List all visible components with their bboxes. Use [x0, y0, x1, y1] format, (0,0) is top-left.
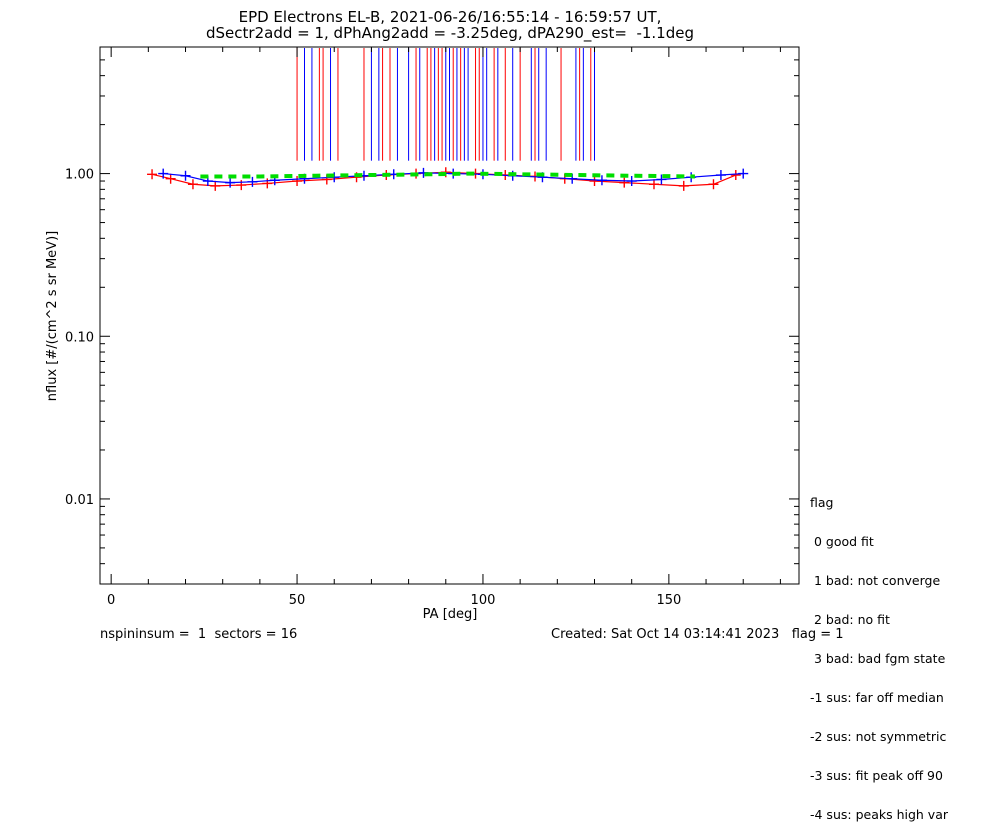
- legend-item: -4 sus: peaks high var: [810, 807, 949, 822]
- legend-item: 0 good fit: [810, 534, 874, 549]
- data-point-blue: [715, 170, 726, 181]
- data-point-blue: [596, 175, 607, 186]
- chart-title-line-2: dSectr2add = 1, dPhAng2add = -3.25deg, d…: [206, 24, 694, 42]
- data-point-blue: [626, 176, 637, 187]
- plot-frame: [99, 46, 800, 585]
- data-point-red: [589, 176, 600, 187]
- error-bars-layer: [296, 48, 596, 161]
- flag-legend: flag 0 good fit 1 bad: not converge 2 ba…: [810, 470, 948, 834]
- data-point-blue: [158, 168, 169, 179]
- data-point-red: [648, 179, 659, 190]
- y-axis-label: nflux [#/(cm^2 s sr MeV)]: [45, 231, 60, 401]
- fit-layer: [200, 171, 695, 179]
- data-point-red: [262, 178, 273, 189]
- chart-title-line-1: EPD Electrons EL-B, 2021-06-26/16:55:14 …: [238, 8, 662, 26]
- footer-spin-info: nspininsum = 1 sectors = 16: [100, 627, 298, 642]
- x-axis-label: PA [deg]: [423, 607, 478, 622]
- x-tick-label: 0: [107, 593, 115, 608]
- data-point-red: [210, 180, 221, 191]
- legend-item: 2 bad: no fit: [810, 612, 890, 627]
- data-point-red: [187, 179, 198, 190]
- data-point-blue: [180, 170, 191, 181]
- data-point-blue: [656, 174, 667, 185]
- series-line-blue: [163, 172, 744, 184]
- fit-curve: [200, 171, 695, 179]
- legend-item: -3 sus: fit peak off 90: [810, 768, 943, 783]
- legend-item: 3 bad: bad fgm state: [810, 651, 946, 666]
- x-tick-label: 50: [289, 593, 306, 608]
- y-tick-label: 1.00: [65, 168, 94, 183]
- plot-area: 0 50 100 150 0.01 0.10 1.00 PA [deg] nflux [#/…: [45, 46, 800, 622]
- data-point-red: [730, 170, 741, 181]
- legend-title: flag: [810, 495, 834, 510]
- data-point-red: [165, 173, 176, 184]
- series-layer: [147, 167, 749, 191]
- data-point-red: [678, 180, 689, 191]
- data-point-red: [708, 179, 719, 190]
- data-point-red: [292, 176, 303, 187]
- data-point-red: [147, 169, 158, 180]
- data-point-red: [619, 177, 630, 188]
- y-tick-label: 0.01: [65, 493, 94, 508]
- data-point-blue: [225, 177, 236, 188]
- y-tick-label: 0.10: [65, 330, 94, 345]
- footer-created-info: Created: Sat Oct 14 03:14:41 2023 flag =…: [551, 627, 844, 642]
- data-point-blue: [738, 168, 749, 179]
- x-tick-label: 150: [656, 593, 681, 608]
- data-point-blue: [247, 176, 258, 187]
- x-tick-label: 100: [471, 593, 496, 608]
- legend-item: 1 bad: not converge: [810, 573, 941, 588]
- legend-item: -1 sus: far off median: [810, 690, 944, 705]
- legend-item: -2 sus: not symmetric: [810, 729, 947, 744]
- axes-layer: 0 50 100 150 0.01 0.10 1.00: [65, 46, 799, 608]
